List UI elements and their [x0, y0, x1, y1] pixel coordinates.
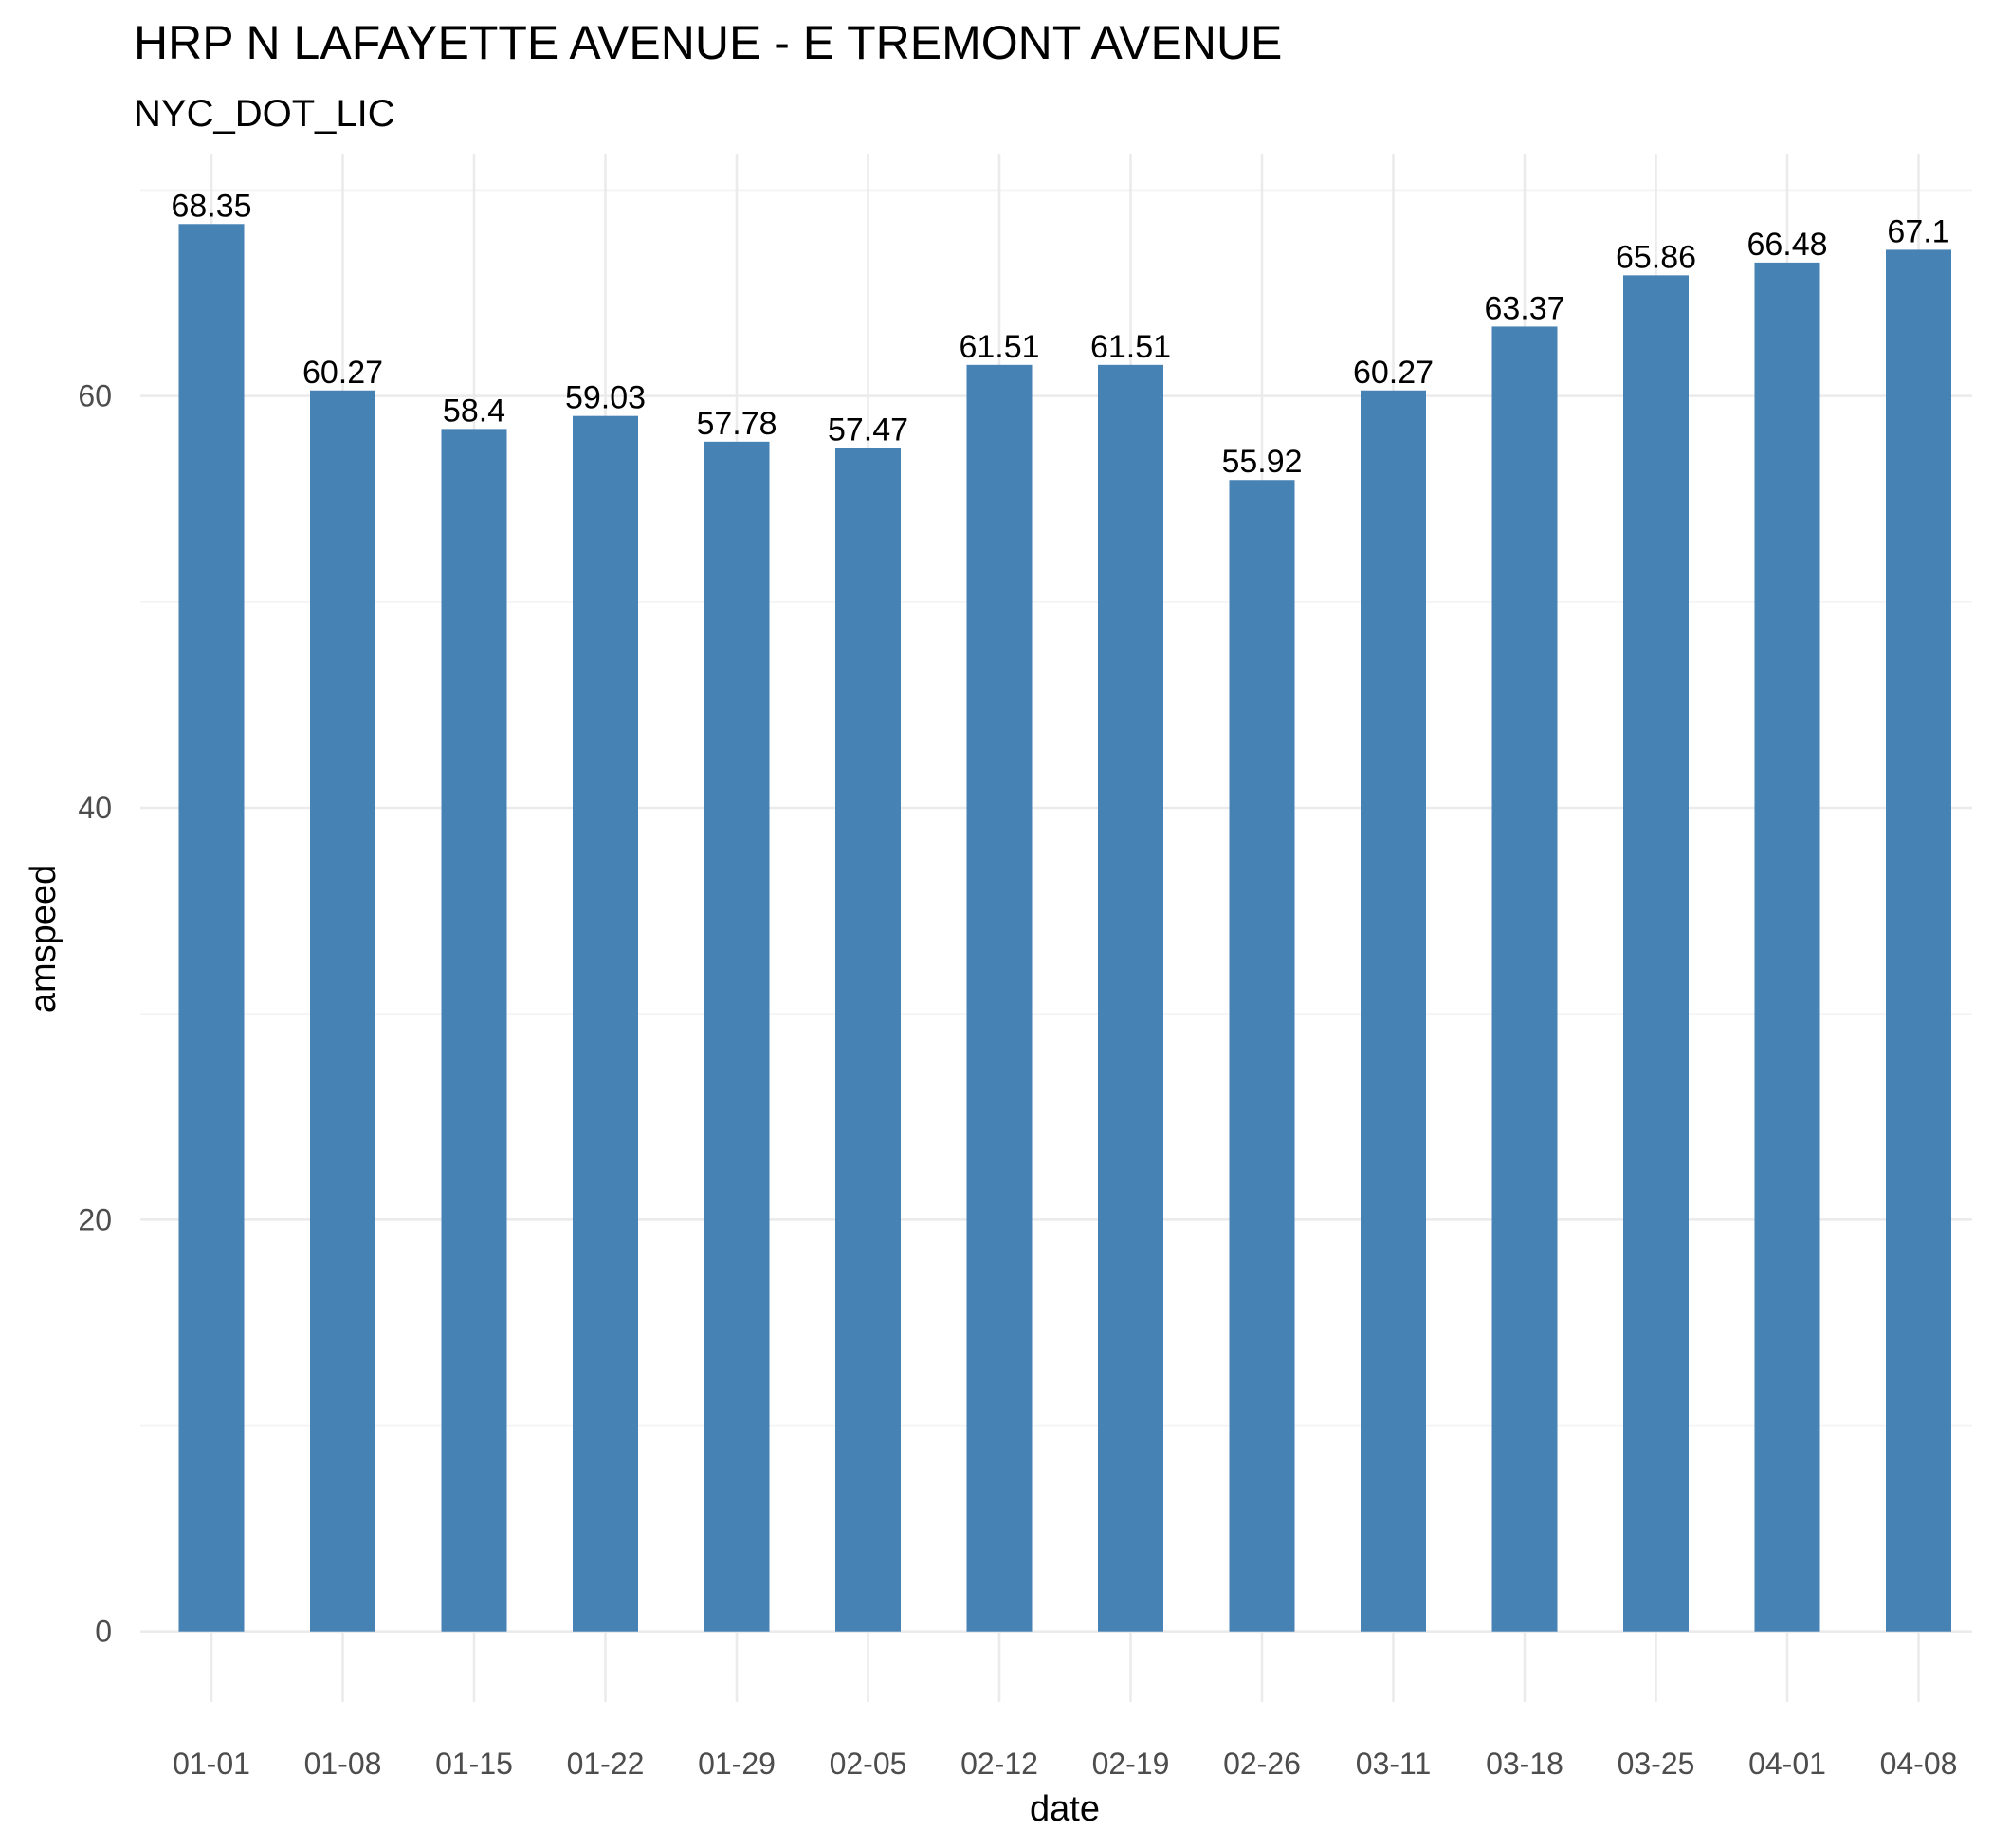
y-tick-label: 60 [78, 379, 112, 413]
y-tick-label: 0 [95, 1615, 112, 1649]
x-tick-label: 02-12 [960, 1747, 1038, 1781]
x-tick-label: 01-08 [304, 1747, 382, 1781]
x-tick-label: 02-19 [1092, 1747, 1170, 1781]
x-tick-label: 02-26 [1223, 1747, 1301, 1781]
x-tick-label: 02-05 [830, 1747, 907, 1781]
y-axis-title: amspeed [24, 865, 64, 1013]
x-tick-label: 04-01 [1748, 1747, 1826, 1781]
chart-subtitle: NYC_DOT_LIC [134, 93, 395, 135]
bar [1491, 326, 1558, 1632]
bar [1229, 480, 1295, 1632]
bar-value-label: 57.78 [696, 406, 777, 442]
bar-value-label: 68.35 [171, 188, 251, 224]
bar [178, 224, 245, 1632]
y-tick-label: 40 [78, 791, 112, 825]
bar [1098, 364, 1163, 1632]
x-axis-ticks: 01-01 01-08 01-15 01-22 01-29 02-05 02-12 02-19… [173, 1747, 1957, 1781]
bar-value-label: 61.51 [1090, 329, 1171, 365]
bar [1886, 249, 1951, 1632]
bar-value-label: 59.03 [565, 380, 646, 416]
bar-value-label: 66.48 [1746, 227, 1827, 263]
y-tick-label: 20 [78, 1202, 112, 1236]
bar-value-label: 55.92 [1221, 444, 1302, 480]
x-tick-label: 04-08 [1880, 1747, 1958, 1781]
y-axis-ticks: 0 20 40 60 [78, 379, 112, 1649]
value-labels: 68.35 60.27 58.4 59.03 57.78 57.47 61.51 61.51 5… [171, 188, 1949, 480]
x-tick-label: 03-11 [1356, 1747, 1431, 1781]
bar-value-label: 60.27 [302, 355, 383, 391]
bar-value-label: 65.86 [1616, 239, 1696, 275]
bar [966, 364, 1033, 1632]
bar [1754, 262, 1820, 1632]
bar-value-label: 61.51 [959, 329, 1039, 365]
bar [441, 429, 507, 1632]
bar [310, 390, 375, 1632]
bar-value-label: 57.47 [828, 412, 908, 448]
bars [178, 224, 1951, 1632]
bar [704, 441, 770, 1632]
bar-value-label: 67.1 [1887, 213, 1949, 249]
bar [573, 415, 638, 1632]
x-tick-label: 01-01 [173, 1747, 250, 1781]
bar-value-label: 58.4 [443, 393, 505, 429]
x-tick-label: 03-18 [1486, 1747, 1563, 1781]
bar-value-label: 63.37 [1484, 290, 1564, 326]
x-tick-label: 01-29 [698, 1747, 776, 1781]
bar [1623, 275, 1689, 1632]
x-tick-label: 03-25 [1618, 1747, 1695, 1781]
bar-value-label: 60.27 [1353, 355, 1434, 391]
x-tick-label: 01-15 [435, 1747, 513, 1781]
grid [140, 154, 1972, 1702]
chart-title: HRP N LAFAYETTE AVENUE - E TREMONT AVENU… [134, 16, 1282, 69]
bar [835, 448, 901, 1632]
x-tick-label: 01-22 [567, 1747, 645, 1781]
x-axis-title: date [1030, 1789, 1100, 1829]
bar [1361, 390, 1426, 1632]
